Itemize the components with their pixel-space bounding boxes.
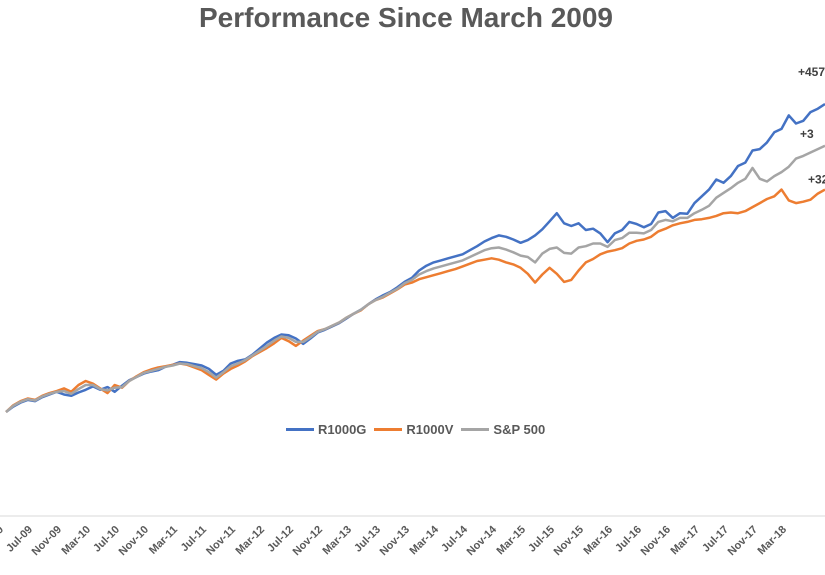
x-tick-label: Mar-09 — [0, 524, 6, 558]
legend-item-sp500: S&P 500 — [461, 422, 545, 437]
x-tick-label: Nov-11 — [204, 524, 238, 558]
x-tick-label: Mar-13 — [321, 524, 355, 558]
x-tick-labels: Mar-09Jul-09Nov-09Mar-10Jul-10Nov-10Mar-… — [0, 523, 789, 558]
legend: R1000G R1000V S&P 500 — [286, 422, 553, 437]
legend-swatch-r1000g — [286, 428, 314, 431]
x-tick-label: Mar-14 — [408, 523, 442, 557]
x-tick-label: Nov-17 — [726, 524, 760, 558]
legend-label-r1000g: R1000G — [318, 422, 367, 437]
series-layer — [5, 102, 825, 414]
legend-swatch-sp500 — [461, 428, 490, 431]
legend-item-r1000g: R1000G — [286, 422, 366, 437]
end-label-r1000g: +457 — [798, 65, 825, 79]
x-tick-label: Nov-10 — [117, 524, 151, 558]
end-label-sp500: +3 — [800, 127, 814, 141]
x-tick-label: Nov-15 — [552, 524, 586, 558]
x-tick-label: Mar-11 — [147, 524, 180, 557]
series-line-sp500 — [5, 144, 825, 413]
x-tick-label: Mar-17 — [669, 524, 703, 558]
x-tick-label: Mar-18 — [756, 524, 790, 558]
x-tick-label: Nov-12 — [291, 524, 325, 558]
x-tick-label: Nov-16 — [639, 524, 673, 558]
legend-item-r1000v: R1000V — [374, 422, 453, 437]
x-tick-label: Nov-09 — [30, 524, 64, 558]
x-tick-label: Nov-14 — [465, 523, 500, 558]
x-tick-label: Nov-13 — [378, 524, 412, 558]
series-line-r1000v — [5, 188, 825, 413]
series-line-r1000g — [5, 102, 825, 414]
x-tick-label: Mar-12 — [234, 524, 268, 558]
legend-swatch-r1000v — [374, 428, 403, 431]
x-tick-label: Mar-15 — [495, 524, 529, 558]
end-labels: +457 +32 +3 — [798, 65, 825, 187]
end-label-r1000v: +32 — [808, 173, 825, 187]
legend-label-sp500: S&P 500 — [493, 422, 546, 437]
x-tick-label: Mar-16 — [582, 524, 616, 558]
chart-title: Performance Since March 2009 — [199, 2, 613, 33]
x-tick-label: Mar-10 — [60, 524, 94, 558]
legend-label-r1000v: R1000V — [406, 422, 454, 437]
